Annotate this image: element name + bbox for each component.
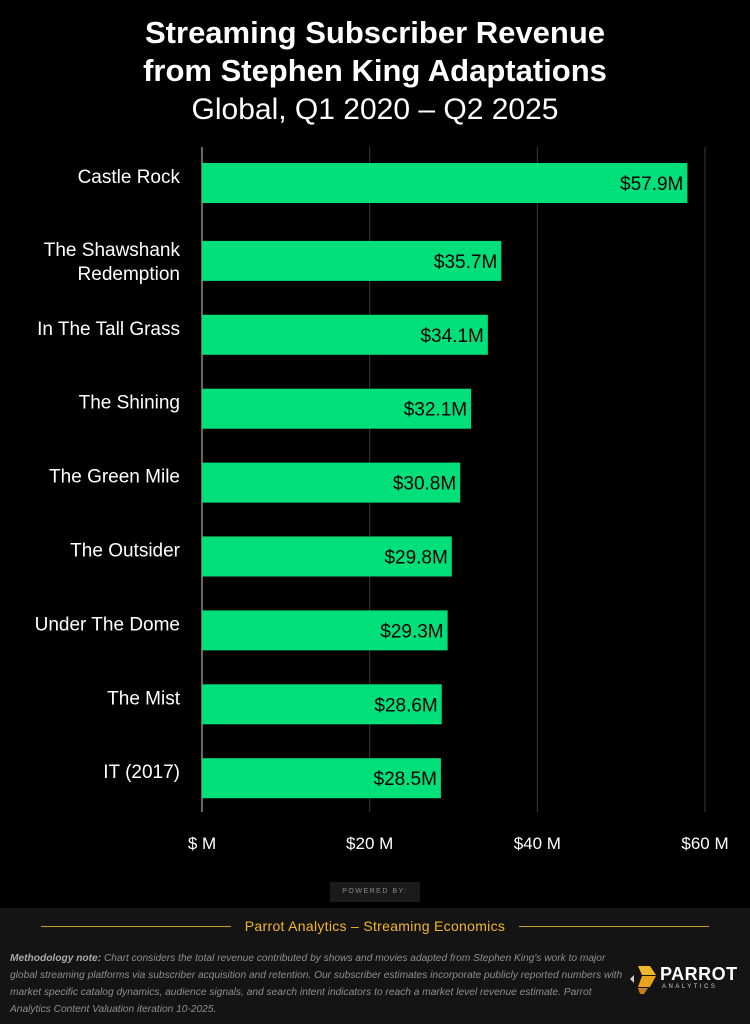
category-label: The Mist xyxy=(107,688,181,709)
bar xyxy=(202,610,448,651)
category-label: The Outsider xyxy=(70,541,180,562)
bar xyxy=(202,684,442,725)
methodology-note: Methodology note: Chart considers the to… xyxy=(10,950,625,1018)
x-tick-label: $ M xyxy=(188,834,216,853)
category-label: The Shining xyxy=(79,393,180,414)
bar-value-label: $30.8M xyxy=(393,474,456,495)
category-label: Castle Rock xyxy=(78,167,181,188)
bar-chart: $ M $20 M $40 M $60 M $57.9M Castle Rock $35.7… xyxy=(35,147,729,853)
logo-wordmark: PARROT xyxy=(660,964,738,984)
category-label: In The Tall Grass xyxy=(37,319,180,340)
bar xyxy=(202,536,452,577)
category-label: The Green Mile xyxy=(49,467,180,488)
footer-band xyxy=(0,908,750,1024)
brand-rule-right xyxy=(519,925,710,927)
bar-value-label: $28.6M xyxy=(374,695,437,716)
bar xyxy=(202,758,441,799)
brand-rule-left xyxy=(40,925,231,927)
parrot-icon xyxy=(630,966,656,994)
chart-title-line-2: from Stephen King Adaptations xyxy=(143,53,607,88)
category-label: Under The Dome xyxy=(35,614,180,635)
powered-by-label: POWERED BY: xyxy=(330,882,420,902)
bar xyxy=(202,314,488,355)
category-label: IT (2017) xyxy=(103,762,180,783)
bar xyxy=(202,388,472,429)
bar-value-label: $32.1M xyxy=(404,400,467,421)
bar-value-label: $29.8M xyxy=(384,548,447,569)
bar-value-label: $29.3M xyxy=(380,621,443,642)
parrot-logo: PARROT ANALYTICS xyxy=(628,962,740,996)
chart-title-block: Streaming Subscriber Revenue from Stephe… xyxy=(0,14,750,130)
bar-value-label: $57.9M xyxy=(620,174,683,195)
x-tick-label: $20 M xyxy=(346,834,393,853)
bar xyxy=(202,240,502,281)
chart-title-line-1: Streaming Subscriber Revenue xyxy=(145,15,605,50)
chart-subtitle: Global, Q1 2020 – Q2 2025 xyxy=(191,93,559,126)
bar xyxy=(202,163,688,203)
x-tick-label: $40 M xyxy=(514,834,561,853)
logo-subtitle: ANALYTICS xyxy=(662,984,718,990)
methodology-label: Methodology note: xyxy=(10,953,102,964)
brand-row: Parrot Analytics – Streaming Economics xyxy=(0,909,750,943)
bar-value-label: $34.1M xyxy=(420,326,483,347)
category-label: The Shawshank xyxy=(44,240,181,261)
x-tick-label: $60 M xyxy=(681,834,728,853)
category-label: Redemption xyxy=(78,264,180,285)
bar-value-label: $28.5M xyxy=(374,769,437,790)
methodology-text: Chart considers the total revenue contri… xyxy=(10,953,623,1015)
bar xyxy=(202,462,461,503)
brand-line: Parrot Analytics – Streaming Economics xyxy=(244,918,506,934)
bar-value-label: $35.7M xyxy=(434,252,497,273)
